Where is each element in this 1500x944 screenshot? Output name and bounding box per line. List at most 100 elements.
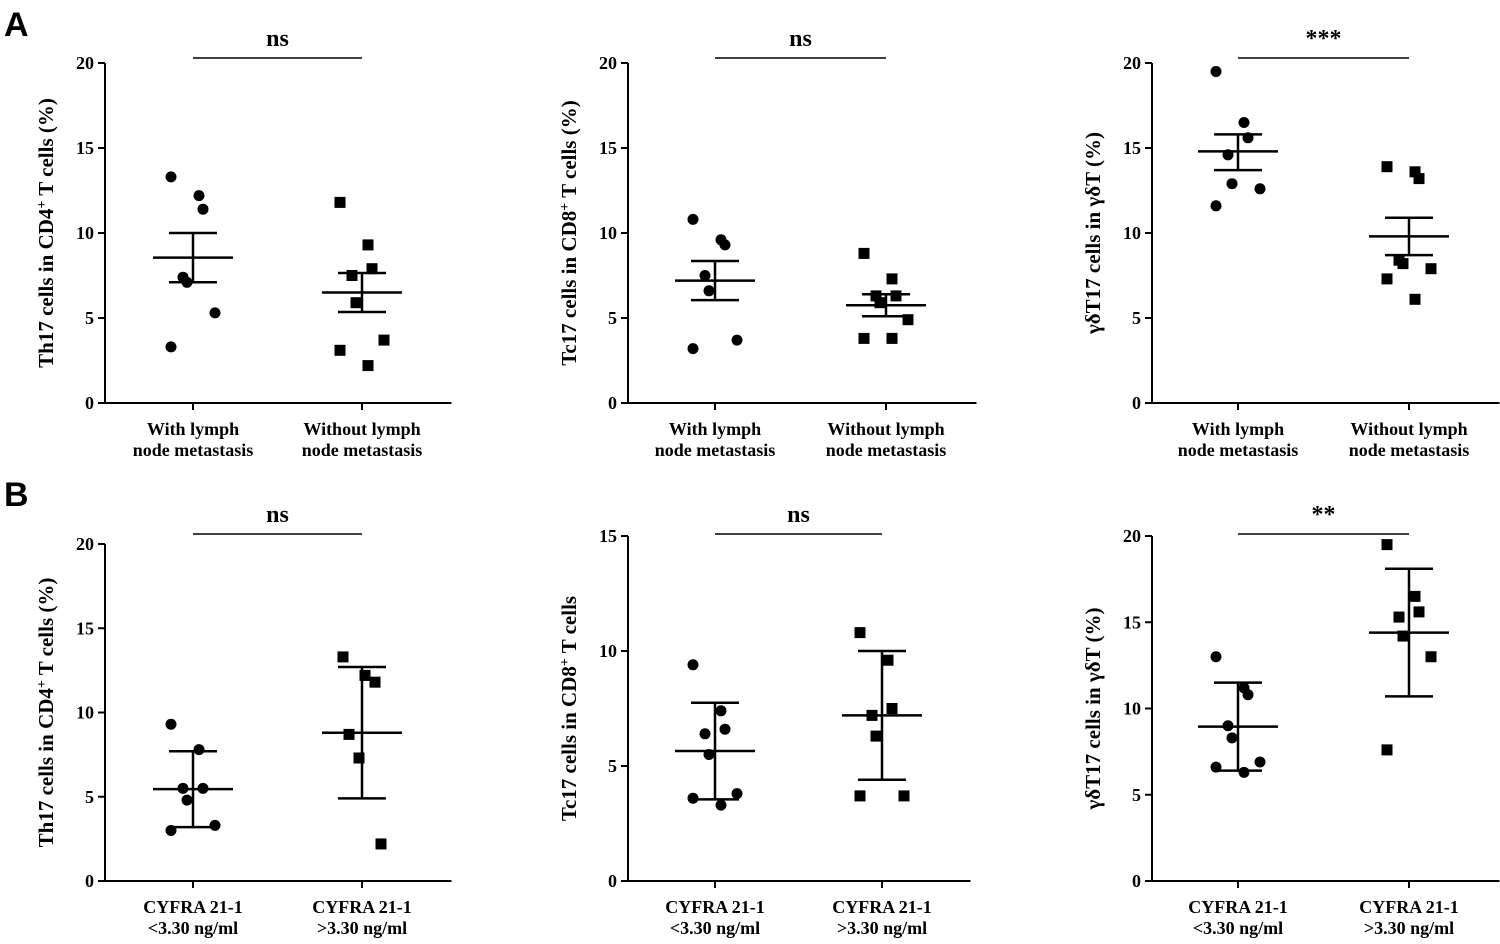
y-tick-label: 0	[1132, 393, 1141, 413]
y-tick-label: 5	[608, 756, 617, 776]
x-category-label: With lymph	[1192, 419, 1284, 439]
data-point	[1254, 756, 1266, 768]
data-point	[359, 669, 371, 681]
x-category-label: Without lymph	[827, 419, 944, 439]
data-point	[1242, 689, 1254, 701]
x-category-label: >3.30 ng/ml	[1364, 918, 1454, 938]
data-point	[1381, 273, 1393, 285]
data-point	[731, 334, 743, 346]
data-point	[1409, 166, 1421, 178]
data-point	[1381, 744, 1393, 756]
data-point	[1381, 161, 1393, 173]
data-point	[687, 659, 699, 671]
y-tick-label: 10	[599, 641, 617, 661]
data-point	[1254, 183, 1266, 195]
significance-label: ns	[789, 26, 812, 52]
data-point	[334, 344, 346, 356]
y-tick-label: 15	[1123, 612, 1141, 632]
y-axis-label: Th17 cells in CD4+ T cells (%)	[34, 98, 58, 368]
significance-label: ns	[266, 502, 289, 528]
data-point	[854, 627, 866, 639]
data-point	[687, 343, 699, 355]
x-category-label: node metastasis	[133, 440, 254, 460]
data-point	[1210, 66, 1222, 77]
data-point	[181, 794, 193, 806]
significance-label: **	[1312, 502, 1336, 528]
data-point	[715, 705, 727, 717]
data-point	[1409, 590, 1421, 602]
y-axis-label: Tc17 cells in CD8+ T cells (%)	[557, 100, 581, 365]
data-point	[197, 203, 209, 215]
y-tick-label: 0	[85, 871, 94, 891]
data-point	[1413, 173, 1425, 185]
x-category-label: <3.30 ng/ml	[670, 918, 760, 938]
data-point	[337, 651, 349, 663]
data-point	[1226, 732, 1238, 744]
data-point	[1393, 611, 1405, 623]
data-point	[1210, 200, 1222, 212]
y-tick-label: 15	[76, 138, 94, 158]
data-point	[731, 788, 743, 800]
x-category-label: With lymph	[147, 419, 239, 439]
y-tick-label: 20	[1123, 526, 1141, 546]
x-category-label: <3.30 ng/ml	[1193, 918, 1283, 938]
y-tick-label: 15	[599, 138, 617, 158]
data-point	[353, 752, 365, 764]
y-tick-label: 0	[85, 393, 94, 413]
x-category-label: Without lymph	[1350, 419, 1467, 439]
data-point	[703, 285, 715, 297]
y-tick-label: 0	[608, 871, 617, 891]
data-point	[699, 728, 711, 740]
y-axis-label: Th17 cells in CD4+ T cells (%)	[34, 578, 58, 848]
x-category-label: node metastasis	[1178, 440, 1299, 460]
data-point	[874, 297, 886, 309]
data-point	[715, 799, 727, 811]
data-point	[1210, 651, 1222, 663]
x-category-label: CYFRA 21-1	[665, 897, 765, 917]
y-tick-label: 0	[1132, 871, 1141, 891]
data-point	[366, 263, 378, 275]
x-category-label: CYFRA 21-1	[312, 897, 412, 917]
y-tick-label: 10	[1123, 223, 1141, 243]
x-category-label: >3.30 ng/ml	[837, 918, 927, 938]
data-point	[1226, 178, 1238, 190]
data-point	[369, 676, 381, 688]
data-point	[209, 307, 221, 319]
significance-label: ns	[266, 26, 289, 52]
x-category-label: CYFRA 21-1	[832, 897, 932, 917]
data-point	[1425, 263, 1437, 275]
data-point	[699, 270, 711, 281]
x-category-label: Without lymph	[303, 419, 420, 439]
data-point	[1413, 606, 1425, 618]
data-point	[858, 247, 870, 259]
data-point	[193, 190, 205, 202]
panel-label-b: B	[4, 476, 29, 514]
data-point	[882, 654, 894, 666]
data-point	[898, 790, 910, 802]
y-tick-label: 10	[76, 223, 94, 243]
data-point	[719, 239, 731, 251]
data-point	[1238, 117, 1250, 128]
significance-label: ***	[1306, 26, 1342, 52]
data-point	[362, 239, 374, 251]
data-point	[858, 332, 870, 344]
data-point	[378, 334, 390, 346]
data-point	[165, 341, 177, 353]
data-point	[1238, 766, 1250, 778]
y-tick-label: 10	[76, 703, 94, 723]
y-tick-label: 20	[76, 534, 94, 554]
x-category-label: node metastasis	[302, 440, 423, 460]
data-point	[1397, 630, 1409, 642]
x-category-label: <3.30 ng/ml	[148, 918, 238, 938]
y-tick-label: 15	[76, 618, 94, 638]
y-tick-label: 15	[599, 526, 617, 546]
y-tick-label: 20	[1123, 53, 1141, 73]
y-tick-label: 15	[1123, 138, 1141, 158]
y-axis-label: γδT17 cells in γδT (%)	[1081, 607, 1105, 810]
